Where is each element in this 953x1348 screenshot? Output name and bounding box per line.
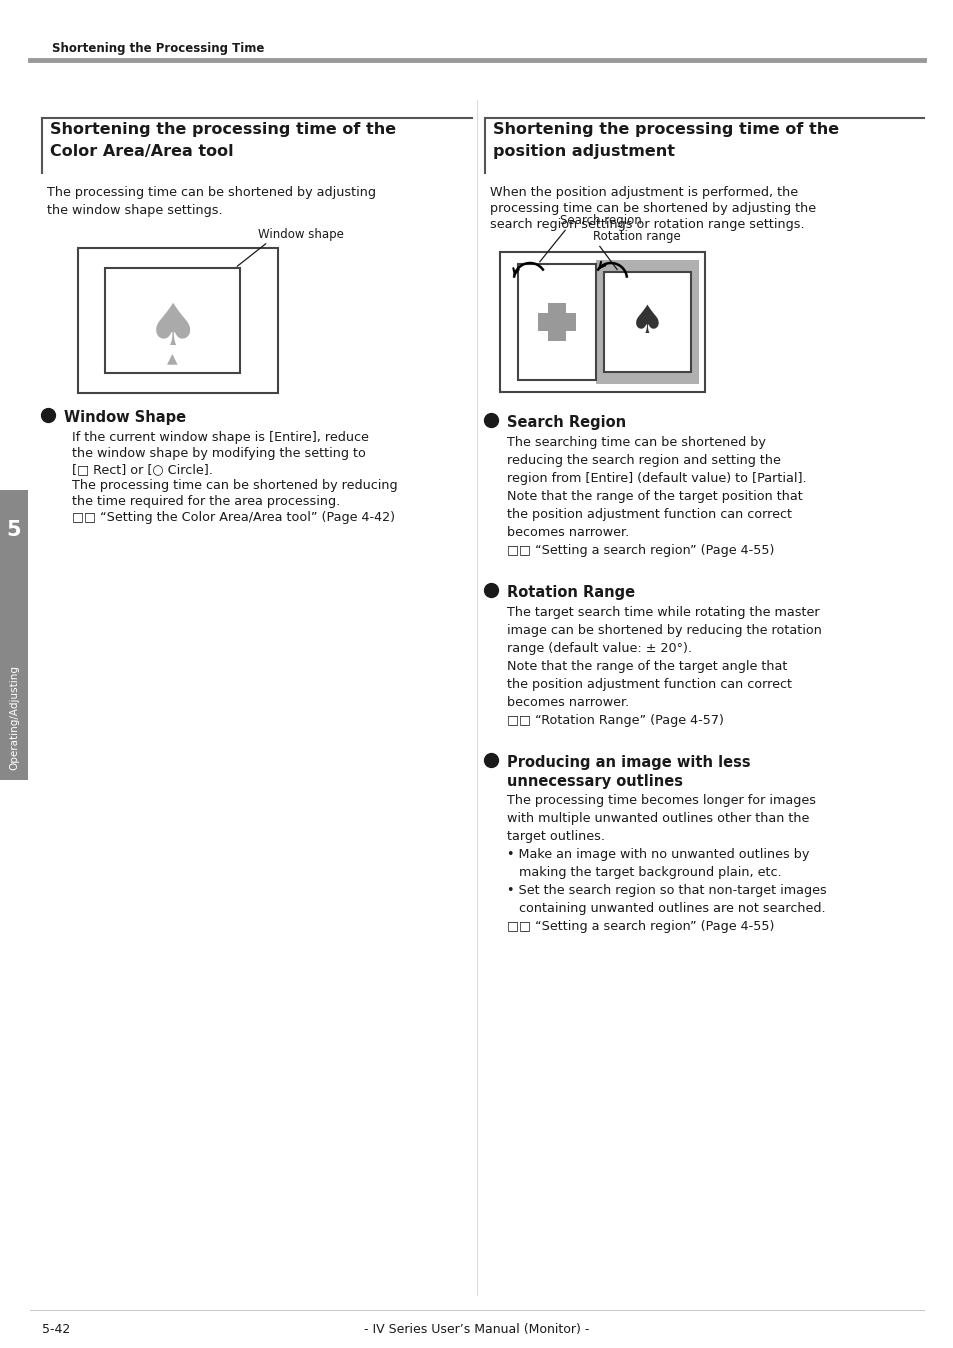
Bar [596, 260, 699, 384]
Text: The processing time can be shortened by adjusting
the window shape settings.: The processing time can be shortened by … [47, 186, 375, 217]
Text: the window shape by modifying the setting to: the window shape by modifying the settin… [71, 448, 366, 460]
Text: Operating/Adjusting: Operating/Adjusting [9, 665, 19, 770]
Text: Rotation Range: Rotation Range [506, 585, 635, 600]
Bar [78, 248, 277, 394]
Text: Shortening the processing time of the: Shortening the processing time of the [50, 123, 395, 137]
Text: Search region: Search region [559, 214, 641, 226]
Text: If the current window shape is [Entire], reduce: If the current window shape is [Entire],… [71, 431, 369, 443]
Text: □□ “Setting the Color Area/Area tool” (Page 4-42): □□ “Setting the Color Area/Area tool” (P… [71, 511, 395, 524]
Text: processing time can be shortened by adjusting the: processing time can be shortened by adju… [490, 202, 815, 214]
Text: search region settings or rotation range settings.: search region settings or rotation range… [490, 218, 803, 231]
Text: Producing an image with less: Producing an image with less [506, 755, 750, 770]
Bar [603, 272, 690, 372]
Bar [0, 491, 28, 780]
Text: ▲: ▲ [167, 350, 177, 365]
Text: Color Area/Area tool: Color Area/Area tool [50, 144, 233, 159]
Text: - IV Series User’s Manual (Monitor) -: - IV Series User’s Manual (Monitor) - [364, 1322, 589, 1336]
Text: The target search time while rotating the master
image can be shortened by reduc: The target search time while rotating th… [506, 607, 821, 727]
Bar [537, 313, 576, 332]
Text: The processing time can be shortened by reducing: The processing time can be shortened by … [71, 479, 397, 492]
Text: When the position adjustment is performed, the: When the position adjustment is performe… [490, 186, 798, 200]
Bar [499, 252, 704, 392]
Text: ♠: ♠ [629, 303, 664, 341]
Text: The processing time becomes longer for images
with multiple unwanted outlines ot: The processing time becomes longer for i… [506, 794, 826, 933]
Text: Shortening the Processing Time: Shortening the Processing Time [52, 42, 264, 55]
Text: Rotation range: Rotation range [593, 231, 680, 243]
Bar [517, 264, 596, 380]
Text: The searching time can be shortened by
reducing the search region and setting th: The searching time can be shortened by r… [506, 435, 806, 557]
Bar [105, 268, 240, 373]
Text: the time required for the area processing.: the time required for the area processin… [71, 495, 340, 508]
Text: position adjustment: position adjustment [493, 144, 675, 159]
Text: 5-42: 5-42 [42, 1322, 71, 1336]
Text: [□ Rect] or [○ Circle].: [□ Rect] or [○ Circle]. [71, 462, 213, 476]
Bar [547, 303, 565, 341]
Text: Search Region: Search Region [506, 415, 625, 430]
Text: Shortening the processing time of the: Shortening the processing time of the [493, 123, 839, 137]
Text: ♠: ♠ [146, 301, 198, 357]
Text: unnecessary outlines: unnecessary outlines [506, 774, 682, 789]
Text: 5: 5 [7, 520, 21, 541]
Text: Window shape: Window shape [257, 228, 343, 241]
Text: Window Shape: Window Shape [64, 410, 186, 425]
